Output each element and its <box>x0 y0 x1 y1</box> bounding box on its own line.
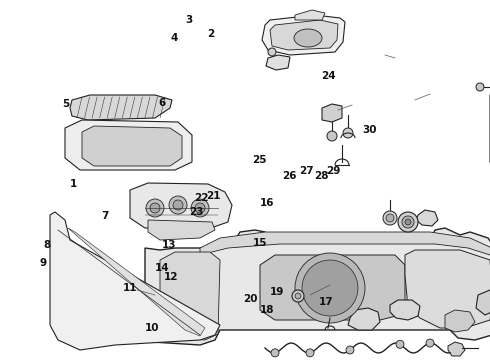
Text: 2: 2 <box>207 29 214 39</box>
Circle shape <box>343 128 353 138</box>
Circle shape <box>476 83 484 91</box>
Polygon shape <box>266 55 290 70</box>
Circle shape <box>306 349 314 357</box>
Text: 23: 23 <box>189 207 203 217</box>
Text: 28: 28 <box>314 171 328 181</box>
Text: 3: 3 <box>185 15 192 25</box>
Polygon shape <box>322 104 342 122</box>
Circle shape <box>402 216 414 228</box>
Polygon shape <box>200 232 490 255</box>
Circle shape <box>173 200 183 210</box>
Text: 21: 21 <box>206 191 220 201</box>
Text: 24: 24 <box>321 71 336 81</box>
Text: 8: 8 <box>43 240 50 250</box>
Circle shape <box>271 349 279 357</box>
Polygon shape <box>68 228 205 336</box>
Circle shape <box>302 260 358 316</box>
Polygon shape <box>160 252 220 340</box>
Polygon shape <box>270 20 338 50</box>
Text: 6: 6 <box>158 98 165 108</box>
Polygon shape <box>262 15 345 55</box>
Polygon shape <box>260 255 405 320</box>
Polygon shape <box>348 308 380 330</box>
Circle shape <box>386 214 394 222</box>
Polygon shape <box>295 10 325 20</box>
Text: 12: 12 <box>164 272 179 282</box>
Polygon shape <box>320 298 348 318</box>
Polygon shape <box>148 220 215 240</box>
Circle shape <box>295 253 365 323</box>
Polygon shape <box>50 212 220 350</box>
Text: 10: 10 <box>145 323 159 333</box>
Text: 19: 19 <box>270 287 284 297</box>
Circle shape <box>195 203 205 213</box>
Polygon shape <box>448 342 465 356</box>
Text: 13: 13 <box>162 240 176 250</box>
Polygon shape <box>82 126 182 166</box>
Circle shape <box>327 131 337 141</box>
Text: 26: 26 <box>282 171 296 181</box>
Circle shape <box>292 290 304 302</box>
Polygon shape <box>390 300 420 320</box>
Circle shape <box>426 339 434 347</box>
Circle shape <box>191 199 209 217</box>
Circle shape <box>169 196 187 214</box>
Text: 5: 5 <box>63 99 70 109</box>
Circle shape <box>268 48 276 56</box>
Polygon shape <box>130 183 232 230</box>
Polygon shape <box>476 290 490 315</box>
Polygon shape <box>65 120 192 170</box>
Text: 14: 14 <box>154 263 169 273</box>
Circle shape <box>405 219 411 225</box>
Text: 16: 16 <box>260 198 274 208</box>
Text: 9: 9 <box>39 258 46 268</box>
Text: 22: 22 <box>194 193 208 203</box>
Text: 15: 15 <box>252 238 267 248</box>
Text: 20: 20 <box>243 294 257 304</box>
Circle shape <box>396 340 404 348</box>
Text: 27: 27 <box>299 166 314 176</box>
Ellipse shape <box>294 29 322 47</box>
Text: 1: 1 <box>70 179 77 189</box>
Polygon shape <box>416 210 438 226</box>
Circle shape <box>295 293 301 299</box>
Text: 25: 25 <box>252 155 267 165</box>
Text: 30: 30 <box>363 125 377 135</box>
Text: 4: 4 <box>170 33 178 43</box>
Text: 29: 29 <box>326 166 341 176</box>
Polygon shape <box>445 310 475 332</box>
Text: 7: 7 <box>101 211 109 221</box>
Polygon shape <box>70 95 172 120</box>
Circle shape <box>146 199 164 217</box>
Circle shape <box>383 211 397 225</box>
Polygon shape <box>405 250 490 328</box>
Text: 18: 18 <box>260 305 274 315</box>
Text: 17: 17 <box>318 297 333 307</box>
Circle shape <box>346 346 354 354</box>
Circle shape <box>150 203 160 213</box>
Circle shape <box>398 212 418 232</box>
Polygon shape <box>145 228 490 345</box>
Text: 11: 11 <box>122 283 137 293</box>
